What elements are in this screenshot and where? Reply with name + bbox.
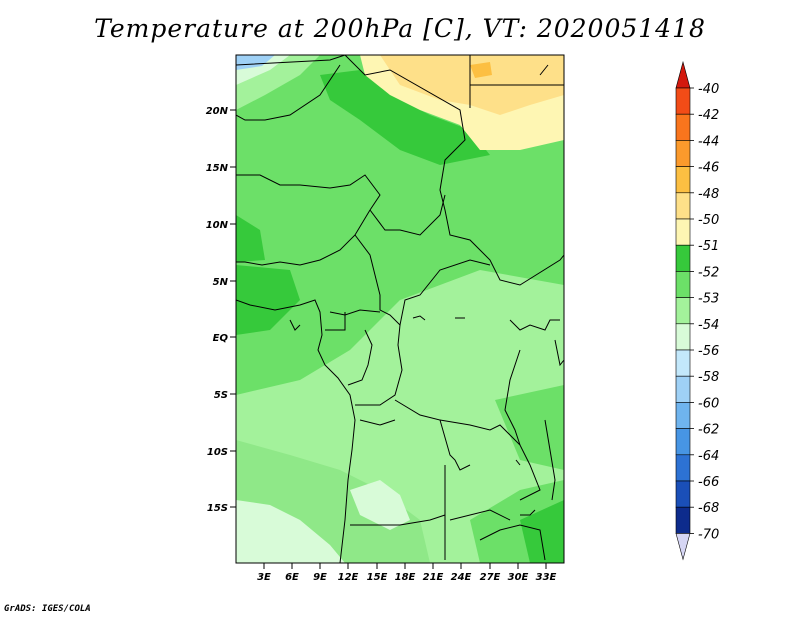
colorbar-top-arrow xyxy=(675,60,691,89)
colorbar-label: -70 xyxy=(698,527,719,542)
field-minus-56-southwest xyxy=(236,500,345,563)
colorbar-swatch xyxy=(675,506,691,534)
y-axis: 20N 15N 10N 5N EQ 5S 10S 15S xyxy=(206,106,236,514)
colorbar-swatch xyxy=(675,480,691,508)
x-tick-label: 21E xyxy=(423,572,444,583)
field-minus-52-coast xyxy=(236,215,265,262)
x-tick-label: 12E xyxy=(338,572,359,583)
y-tick-label: 10S xyxy=(207,447,228,458)
colorbar-label: -56 xyxy=(698,344,719,359)
x-tick-label: 18E xyxy=(395,572,416,583)
y-tick-label: 5N xyxy=(213,277,229,288)
colorbar-label: -48 xyxy=(698,187,719,202)
colorbar-swatch xyxy=(675,113,691,141)
colorbar-label: -42 xyxy=(698,108,719,123)
y-tick-label: 15S xyxy=(207,503,228,514)
colorbar-swatch xyxy=(675,402,691,429)
country-borders xyxy=(236,55,564,561)
colorbar-swatch xyxy=(675,166,691,194)
map-frame xyxy=(235,54,565,564)
coastline xyxy=(236,299,356,563)
map-title: Temperature at 200hPa [C], VT: 202005141… xyxy=(94,14,706,43)
colorbar-label: -68 xyxy=(698,501,719,516)
colorbar-swatch xyxy=(675,271,691,298)
colorbar-label: -53 xyxy=(698,292,719,307)
colorbar-swatch xyxy=(675,297,691,325)
x-tick-label: 24E xyxy=(451,572,472,583)
colorbar-label: -66 xyxy=(698,475,719,490)
colorbar-label: -40 xyxy=(698,82,719,97)
colorbar-bottom-arrow xyxy=(675,533,691,561)
field-minus-56-patch xyxy=(350,480,410,530)
x-tick-label: 33E xyxy=(536,572,557,583)
colorbar-swatch xyxy=(675,218,691,246)
colorbar-swatch xyxy=(675,454,691,482)
colorbar-label: -62 xyxy=(698,423,719,438)
y-tick-label: 15N xyxy=(206,163,229,174)
colorbar: -40 -42 -44 -46 -48 -50 -51 -52 -53 -54 -56 -58 -60 -… xyxy=(675,60,719,561)
colorbar-swatch xyxy=(675,375,691,403)
grads-credit: GrADS: IGES/COLA xyxy=(4,604,91,614)
y-tick-label: 20N xyxy=(206,106,229,117)
field-minus-52-north xyxy=(320,70,490,165)
colorbar-label: -64 xyxy=(698,449,719,464)
x-tick-label: 30E xyxy=(508,572,529,583)
field-minus-52-west xyxy=(236,265,300,335)
colorbar-label: -50 xyxy=(698,213,719,228)
x-tick-label: 6E xyxy=(285,572,299,583)
colorbar-swatch xyxy=(675,428,691,456)
field-minus-60-northwest xyxy=(236,55,275,70)
temperature-field xyxy=(236,55,564,563)
colorbar-label: -46 xyxy=(698,161,719,176)
colorbar-swatch xyxy=(675,140,691,167)
x-tick-label: 15E xyxy=(367,572,388,583)
x-tick-label: 9E xyxy=(313,572,327,583)
x-tick-label: 27E xyxy=(480,572,501,583)
colorbar-swatch xyxy=(675,87,691,115)
y-tick-label: EQ xyxy=(213,333,229,344)
colorbar-label: -60 xyxy=(698,396,719,411)
x-axis: 3E 6E 9E 12E 15E 18E 21E 24E 27E 30E 33E xyxy=(257,563,557,583)
field-minus-48 xyxy=(470,62,492,78)
colorbar-label: -58 xyxy=(698,370,719,385)
field-minus-52-southeast xyxy=(520,500,564,563)
colorbar-swatch xyxy=(675,192,691,220)
colorbar-label: -44 xyxy=(698,134,719,149)
x-tick-label: 3E xyxy=(257,572,271,583)
field-minus-53-east xyxy=(495,385,564,470)
colorbar-swatch xyxy=(675,323,691,351)
y-tick-label: 10N xyxy=(206,220,229,231)
colorbar-swatch xyxy=(675,244,691,272)
y-tick-label: 5S xyxy=(214,390,228,401)
colorbar-swatch xyxy=(675,349,691,377)
colorbar-label: -52 xyxy=(698,265,719,280)
colorbar-label: -54 xyxy=(698,318,719,333)
colorbar-label: -51 xyxy=(698,239,719,254)
